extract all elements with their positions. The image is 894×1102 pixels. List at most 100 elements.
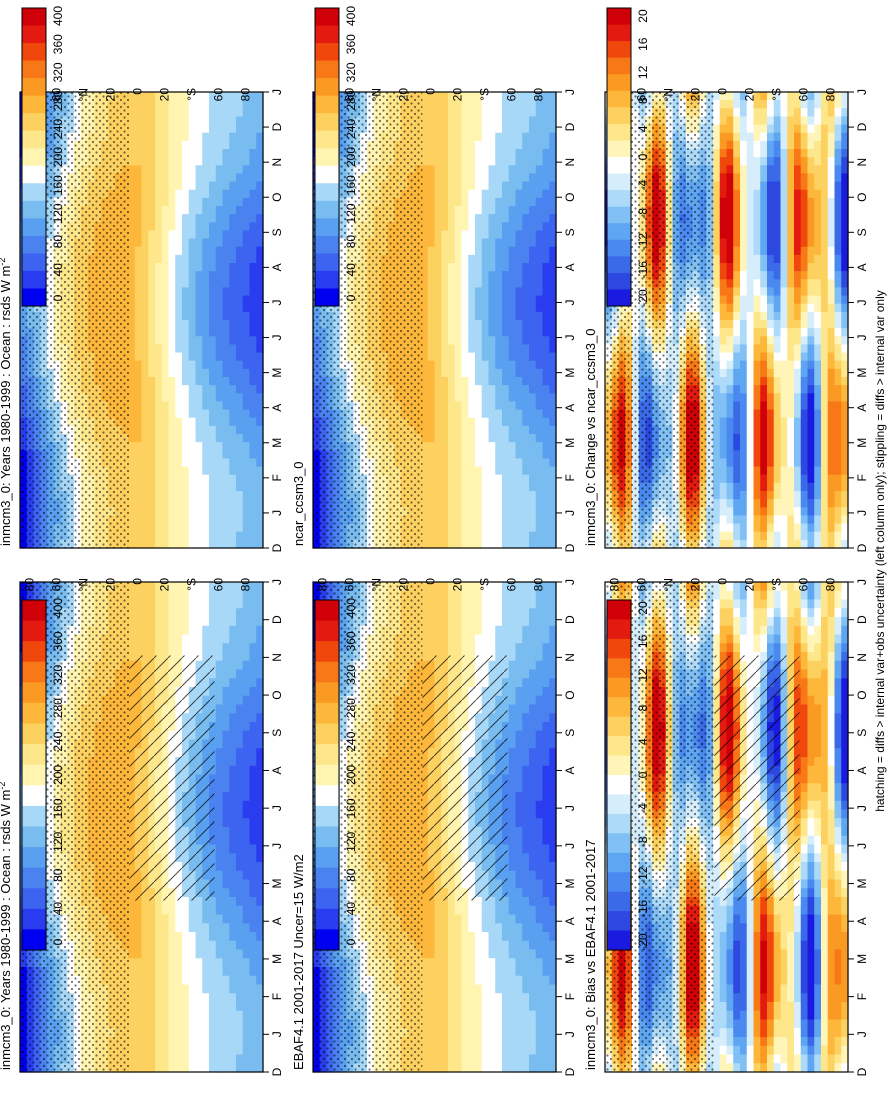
heatmap-cell: [209, 1010, 217, 1021]
heatmap-cell: [448, 1028, 456, 1038]
heatmap-cell: [434, 1019, 442, 1029]
heatmap-cell: [161, 932, 170, 942]
heatmap-cell: [215, 1010, 224, 1021]
heatmap-cell: [502, 940, 510, 951]
heatmap-cell: [249, 1028, 257, 1038]
heatmap-cell: [535, 940, 544, 951]
heatmap-cell: [468, 1063, 476, 1073]
heatmap-cell: [502, 1002, 510, 1012]
heatmap-cell: [542, 730, 550, 741]
heatmap-cell: [236, 599, 244, 609]
heatmap-cell: [434, 923, 442, 933]
heatmap-cell: [529, 853, 537, 863]
heatmap-cell: [529, 599, 537, 609]
heatmap-cell: [522, 617, 530, 627]
heatmap-cell: [515, 870, 523, 881]
heatmap-cell: [508, 660, 517, 671]
heatmap-cell: [448, 625, 456, 636]
heatmap-cell: [155, 608, 163, 618]
month-tick-label: M: [563, 879, 577, 889]
heatmap-cell: [427, 975, 436, 986]
heatmap-cell: [522, 1019, 530, 1029]
heatmap-cell: [128, 905, 136, 916]
heatmap-cell: [468, 923, 476, 933]
heatmap-cell: [448, 634, 456, 644]
heatmap-cell: [202, 590, 210, 601]
heatmap-cell: [229, 695, 237, 706]
heatmap-cell: [229, 643, 237, 653]
heatmap-cell: [134, 949, 143, 959]
heatmap-cell: [508, 695, 517, 706]
heatmap-cell: [522, 914, 530, 924]
heatmap-cell: [188, 993, 197, 1003]
heatmap-cell: [515, 809, 523, 819]
heatmap-cell: [434, 949, 442, 959]
heatmap-cell: [535, 905, 544, 916]
heatmap-cell: [222, 599, 230, 609]
heatmap-cell: [195, 949, 203, 959]
heatmap-cell: [535, 713, 544, 723]
heatmap-cell: [188, 625, 197, 636]
heatmap-cell: [222, 862, 230, 872]
heatmap-cell: [222, 975, 230, 986]
heatmap-cell: [215, 923, 224, 933]
heatmap-cell: [475, 914, 483, 924]
heatmap-cell: [242, 643, 251, 653]
heatmap-cell: [508, 765, 517, 776]
heatmap-cell: [529, 809, 537, 819]
heatmap-cell: [488, 967, 496, 977]
heatmap-cell: [249, 704, 257, 714]
lat-tick-label: °N: [77, 578, 91, 591]
heatmap-cell: [168, 1045, 176, 1056]
heatmap-cell: [134, 975, 143, 986]
heatmap-cell: [515, 792, 523, 802]
heatmap-cell: [229, 809, 237, 819]
heatmap-cell: [468, 975, 476, 986]
heatmap-cell: [161, 993, 170, 1003]
heatmap-cell: [542, 993, 550, 1003]
heatmap-cell: [515, 625, 523, 636]
heatmap-cell: [542, 617, 550, 627]
heatmap-cell: [242, 1028, 251, 1038]
heatmap-cell: [535, 652, 544, 662]
heatmap-cell: [448, 975, 456, 986]
heatmap-cell: [495, 625, 503, 636]
heatmap-cell: [535, 949, 544, 959]
heatmap-cell: [249, 625, 257, 636]
heatmap-cell: [522, 704, 530, 714]
heatmap-cell: [522, 608, 530, 618]
heatmap-cell: [175, 993, 183, 1003]
heatmap-cell: [502, 1045, 510, 1056]
heatmap-cell: [481, 1019, 490, 1029]
heatmap-cell: [161, 1045, 170, 1056]
heatmap-cell: [522, 643, 530, 653]
heatmap-cell: [249, 975, 257, 986]
heatmap-cell: [454, 975, 463, 986]
heatmap-cell: [155, 905, 163, 916]
heatmap-cell: [434, 932, 442, 942]
heatmap-cell: [522, 975, 530, 986]
heatmap-cell: [188, 1002, 197, 1012]
heatmap-cell: [475, 993, 483, 1003]
heatmap-cell: [202, 1037, 210, 1047]
heatmap-cell: [468, 984, 476, 994]
heatmap-cell: [475, 1002, 483, 1012]
heatmap-cell: [522, 757, 530, 767]
heatmap-cell: [141, 634, 149, 644]
heatmap-cell: [128, 1037, 136, 1047]
heatmap-cell: [249, 739, 257, 749]
heatmap-cell: [215, 809, 224, 819]
heatmap-cell: [522, 1010, 530, 1021]
heatmap-cell: [168, 582, 176, 592]
heatmap-cell: [182, 967, 190, 977]
heatmap-cell: [468, 932, 476, 942]
heatmap-cell: [236, 923, 244, 933]
heatmap-cell: [495, 582, 503, 592]
heatmap-cell: [195, 608, 203, 618]
heatmap-cell: [454, 932, 463, 942]
heatmap-cell: [475, 984, 483, 994]
heatmap-cell: [448, 993, 456, 1003]
heatmap-cell: [461, 643, 469, 653]
heatmap-cell: [249, 932, 257, 942]
heatmap-cell: [215, 932, 224, 942]
